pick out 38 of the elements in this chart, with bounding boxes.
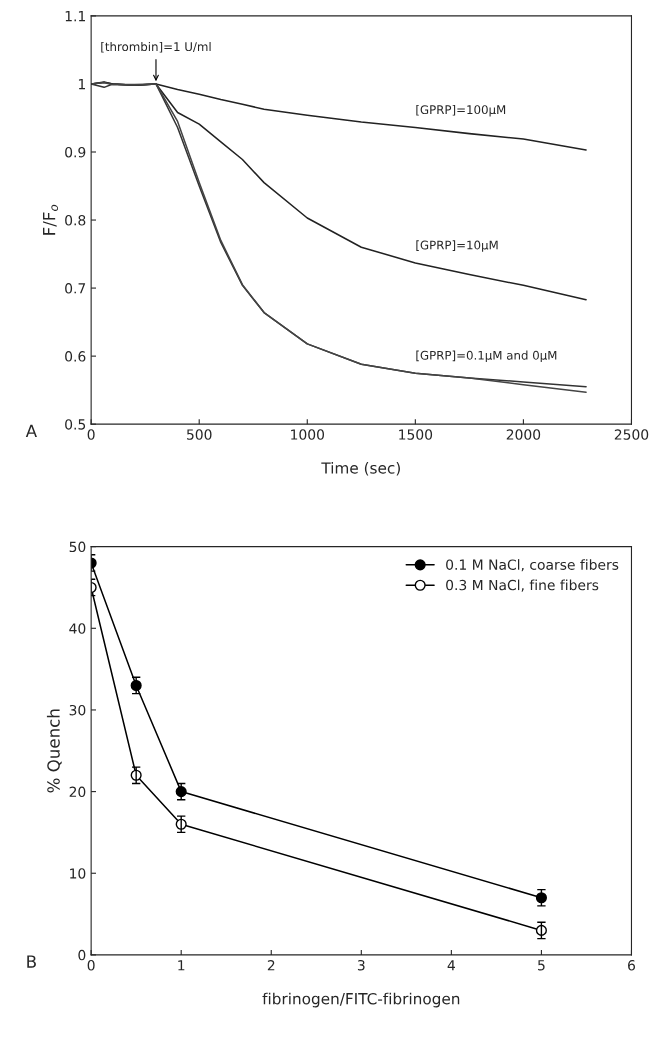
text: A <box>25 424 37 437</box>
x-tick-label: 6 <box>628 960 636 971</box>
x-tick-label: 1 <box>178 960 185 971</box>
y-tick-label: 0.5 <box>65 419 86 430</box>
x-tick-label: 1000 <box>291 429 325 440</box>
y-tick-label: 0.6 <box>65 351 86 362</box>
series-label: [GPRP]=100μM <box>416 104 506 117</box>
y-tick-label: 0.7 <box>65 283 86 294</box>
y-tick-label: 0.9 <box>65 146 86 158</box>
x-tick-label: 2500 <box>614 429 649 440</box>
x-axis-title: fibrinogen/FITC-fibrinogen <box>262 992 460 1008</box>
x-axis-title: Time (sec) <box>321 461 400 476</box>
y-tick-label: 0 <box>78 949 86 961</box>
text: B <box>27 955 36 968</box>
legend-label: 0.3 M NaCl, fine fibers <box>446 579 599 592</box>
x-tick-label: 1500 <box>399 429 433 440</box>
y-tick-label: 30 <box>69 704 86 716</box>
x-tick-label: 500 <box>187 429 212 440</box>
y-tick-label: 1 <box>78 79 85 90</box>
series-label: [GPRP]=10μM <box>416 240 498 252</box>
series-label: [GPRP]=0.1μM and 0μM <box>416 350 557 363</box>
y-axis-title: % Quench <box>46 709 62 793</box>
y-tick-label: 20 <box>69 786 86 798</box>
y-axis-title: F/F$_{o}$ <box>43 204 59 235</box>
x-tick-label: 0 <box>87 429 95 440</box>
annotation: [thrombin]=1 U/ml <box>101 41 211 53</box>
x-tick-label: 4 <box>447 960 455 971</box>
legend-label: 0.1 M NaCl, coarse fibers <box>446 559 619 572</box>
y-tick-label: 1.1 <box>65 11 85 22</box>
x-tick-label: 0 <box>87 960 95 971</box>
x-tick-label: 3 <box>357 960 365 971</box>
y-tick-label: 10 <box>70 868 86 879</box>
x-tick-label: 2000 <box>506 429 541 440</box>
x-tick-label: 2 <box>267 960 275 971</box>
x-tick-label: 5 <box>538 960 545 971</box>
y-tick-label: 0.8 <box>65 215 86 226</box>
y-tick-label: 50 <box>69 541 86 553</box>
y-tick-label: 40 <box>69 623 86 634</box>
